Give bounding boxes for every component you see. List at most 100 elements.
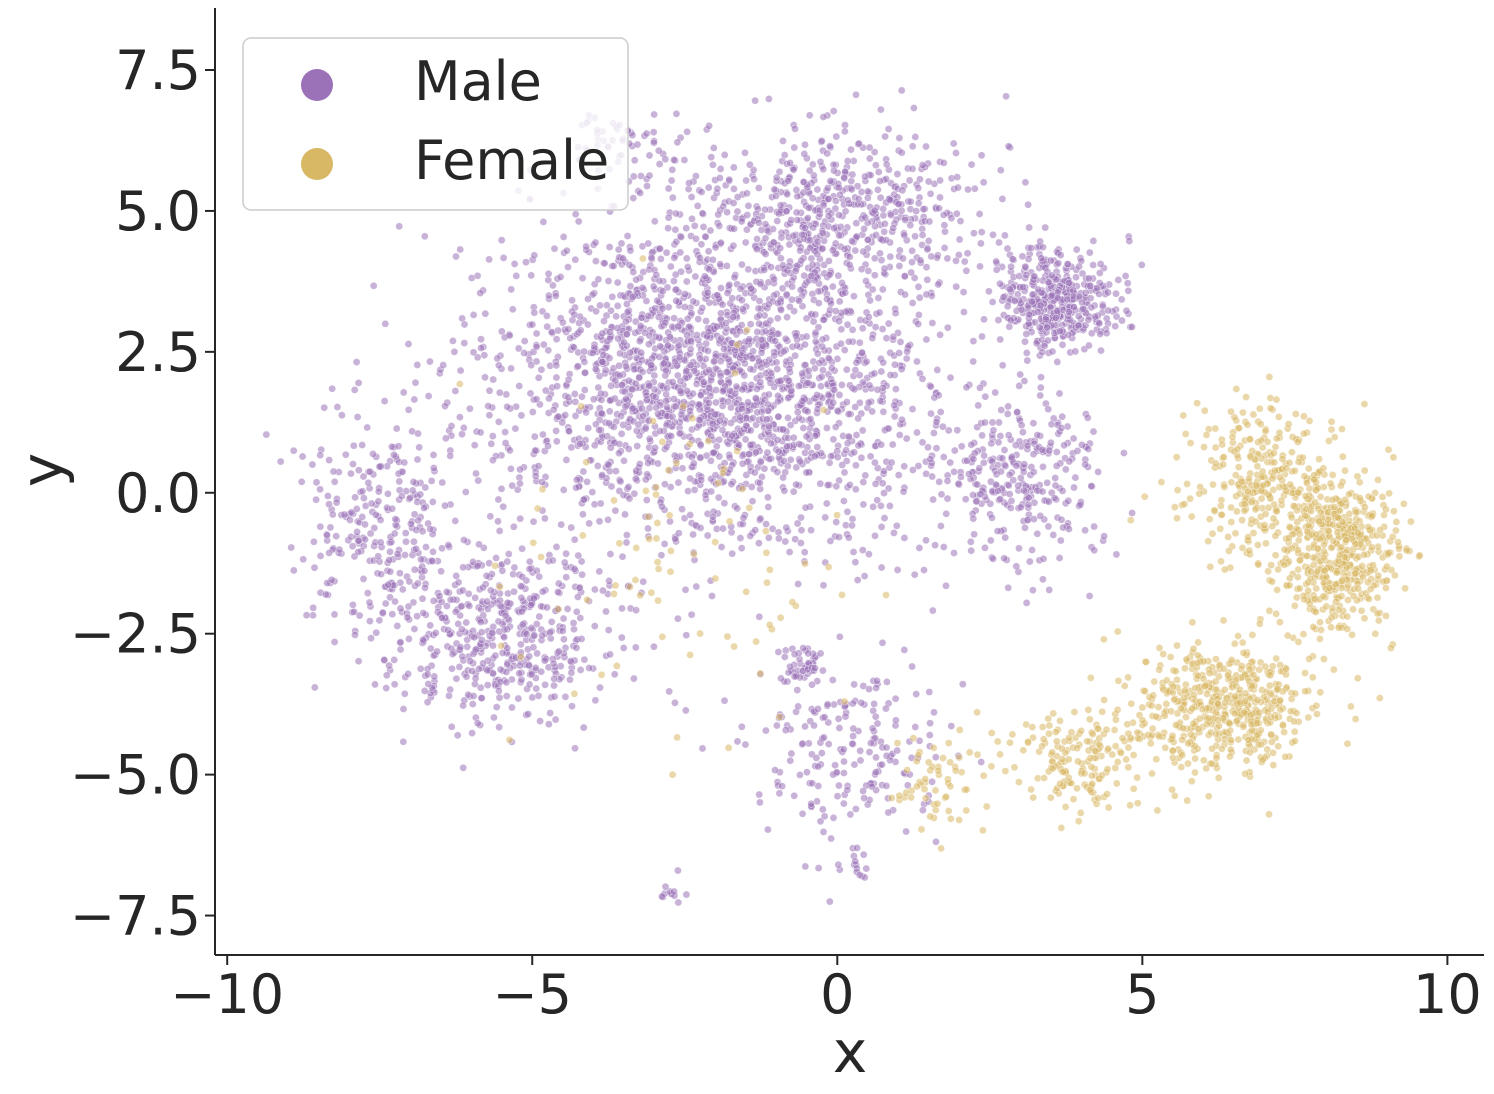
point-male — [810, 721, 818, 730]
point-male — [396, 645, 405, 654]
point-male — [790, 143, 799, 152]
point-male — [881, 132, 889, 141]
point-male — [843, 439, 852, 448]
point-male — [325, 549, 333, 557]
point-male — [873, 496, 882, 505]
point-male — [802, 332, 811, 341]
point-male — [438, 478, 447, 487]
point-male — [851, 485, 860, 494]
point-male — [811, 337, 820, 346]
point-male — [673, 138, 682, 147]
point-male — [687, 610, 696, 619]
point-male — [465, 602, 474, 610]
point-male — [868, 724, 877, 733]
point-male — [689, 297, 698, 306]
point-male — [424, 392, 433, 400]
point-male — [816, 817, 825, 826]
point-male — [625, 494, 634, 503]
point-male — [775, 789, 784, 798]
point-male — [765, 422, 773, 431]
point-male — [863, 187, 872, 196]
point-male — [487, 439, 496, 448]
point-male — [701, 491, 710, 500]
point-male — [638, 283, 647, 292]
point-male — [502, 390, 511, 399]
point-male — [794, 702, 802, 711]
point-male — [730, 184, 738, 193]
point-male — [629, 194, 638, 202]
point-male — [589, 395, 598, 404]
point-male — [848, 521, 856, 530]
point-male — [860, 572, 869, 580]
point-male — [835, 297, 844, 306]
point-male — [552, 437, 561, 446]
point-male — [746, 320, 755, 329]
point-male — [887, 211, 895, 219]
point-male — [871, 458, 879, 467]
point-male — [689, 530, 697, 539]
point-male — [580, 357, 589, 366]
point-male — [717, 543, 726, 551]
point-male — [405, 577, 414, 586]
point-male — [563, 246, 571, 255]
point-male — [625, 261, 634, 269]
point-male — [977, 758, 986, 766]
point-male — [422, 543, 430, 551]
point-male — [1137, 260, 1146, 269]
point-male — [881, 219, 889, 228]
point-male — [783, 313, 791, 322]
point-male — [622, 538, 631, 547]
point-male — [469, 348, 478, 357]
point-male — [950, 549, 958, 557]
point-male — [545, 394, 553, 403]
point-male — [1025, 223, 1033, 232]
point-male — [507, 364, 515, 373]
point-male — [870, 369, 879, 378]
point-male — [840, 346, 849, 354]
point-male — [774, 412, 783, 421]
point-male — [1029, 419, 1038, 428]
point-male — [880, 264, 889, 273]
point-male — [604, 626, 613, 634]
point-male — [957, 442, 966, 451]
point-male — [316, 451, 325, 460]
point-male — [642, 391, 651, 400]
point-male — [388, 610, 397, 619]
point-male — [403, 613, 412, 622]
point-male — [852, 219, 861, 228]
point-male — [890, 401, 899, 410]
point-male — [837, 339, 845, 348]
point-male — [855, 371, 864, 379]
point-male — [1023, 356, 1032, 365]
point-male — [772, 358, 781, 367]
point-female — [1234, 632, 1242, 640]
point-male — [429, 597, 438, 605]
point-male — [682, 631, 691, 640]
point-male — [420, 687, 429, 695]
point-male — [831, 761, 839, 770]
point-male — [773, 468, 782, 476]
point-male — [655, 160, 664, 168]
point-female — [1239, 649, 1248, 657]
point-male — [747, 380, 756, 389]
point-male — [867, 739, 875, 747]
point-male — [767, 439, 775, 448]
point-male — [902, 827, 910, 836]
point-male — [816, 157, 825, 166]
point-male — [330, 638, 339, 646]
point-male — [839, 745, 848, 754]
point-male — [913, 428, 921, 437]
point-male — [1052, 448, 1061, 456]
point-male — [316, 552, 325, 560]
point-male — [686, 474, 694, 483]
point-female — [1290, 727, 1299, 736]
point-male — [621, 510, 629, 519]
point-male — [1030, 272, 1039, 281]
point-female — [1191, 684, 1200, 692]
point-female — [1141, 687, 1149, 696]
point-male — [919, 806, 927, 815]
point-male — [914, 320, 923, 328]
point-male — [1064, 496, 1073, 505]
point-male — [1023, 441, 1032, 450]
point-male — [871, 768, 880, 777]
